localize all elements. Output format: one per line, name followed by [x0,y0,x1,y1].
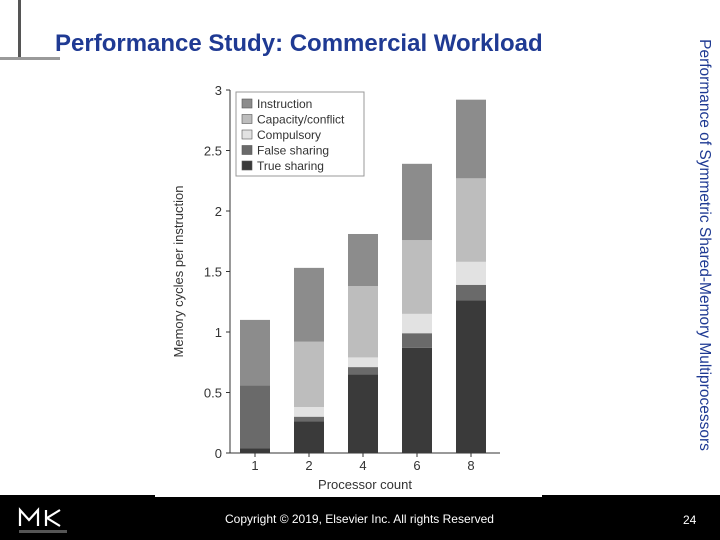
bar-segment [348,367,378,375]
x-tick-label: 4 [359,458,366,473]
y-tick-label: 2 [215,204,222,219]
bar-segment [294,416,324,422]
bar-segment [294,421,324,453]
slide-title: Performance Study: Commercial Workload [55,30,543,57]
legend-swatch [241,129,253,140]
bar-segment [456,284,486,301]
legend-label: Capacity/conflict [257,113,345,127]
bar-segment [456,300,486,453]
bar-segment [456,261,486,285]
x-axis-label: Processor count [318,477,412,492]
x-tick-label: 2 [305,458,312,473]
copyright-text: Copyright © 2019, Elsevier Inc. All righ… [225,512,494,526]
bar-segment [294,407,324,417]
legend-label: Instruction [257,97,312,111]
x-tick-label: 6 [413,458,420,473]
bar-segment [240,448,270,453]
legend-label: True sharing [257,159,324,173]
legend-swatch [241,98,253,109]
legend-swatch [241,145,253,155]
bar-segment [240,385,270,449]
y-tick-label: 2.5 [204,144,222,159]
bar-segment [402,347,432,453]
bar-segment [348,374,378,453]
y-tick-label: 0 [215,446,222,461]
legend-swatch [241,160,253,171]
publisher-logo [18,507,67,533]
bar-segment [348,233,378,287]
bar-segment [402,313,432,334]
side-title-bar [688,0,720,495]
bar-segment [402,163,432,241]
side-title: Performance of Symmetric Shared-Memory M… [696,39,713,451]
y-tick-label: 3 [215,83,222,98]
bar-segment [348,357,378,368]
page-number: 24 [683,513,697,527]
bar-segment [294,341,324,408]
footer-bar [0,495,720,540]
bar-segment [456,178,486,262]
decorative-horizontal-line [0,57,60,60]
bar-segment [294,267,324,342]
decorative-vertical-line [18,0,21,60]
stacked-bar-chart: 0 0.5 1 1.5 2 2.5 3 Memory cycles per instructi… [171,83,500,492]
y-tick-label: 1.5 [204,265,222,280]
bar-segment [402,333,432,348]
y-tick-label: 0.5 [204,386,222,401]
x-tick-label: 8 [467,458,474,473]
footer-divider [155,495,542,497]
y-axis-label: Memory cycles per instruction [171,186,186,358]
legend-label: False sharing [257,144,329,158]
x-tick-label: 1 [251,458,258,473]
legend-swatch [241,114,253,124]
legend-box [235,91,365,177]
bar-segment [348,286,378,358]
bar-segment [456,99,486,179]
y-tick-label: 1 [215,325,222,340]
legend-label: Compulsory [257,128,321,142]
bar-segment [240,319,270,386]
bar-segment [402,240,432,314]
